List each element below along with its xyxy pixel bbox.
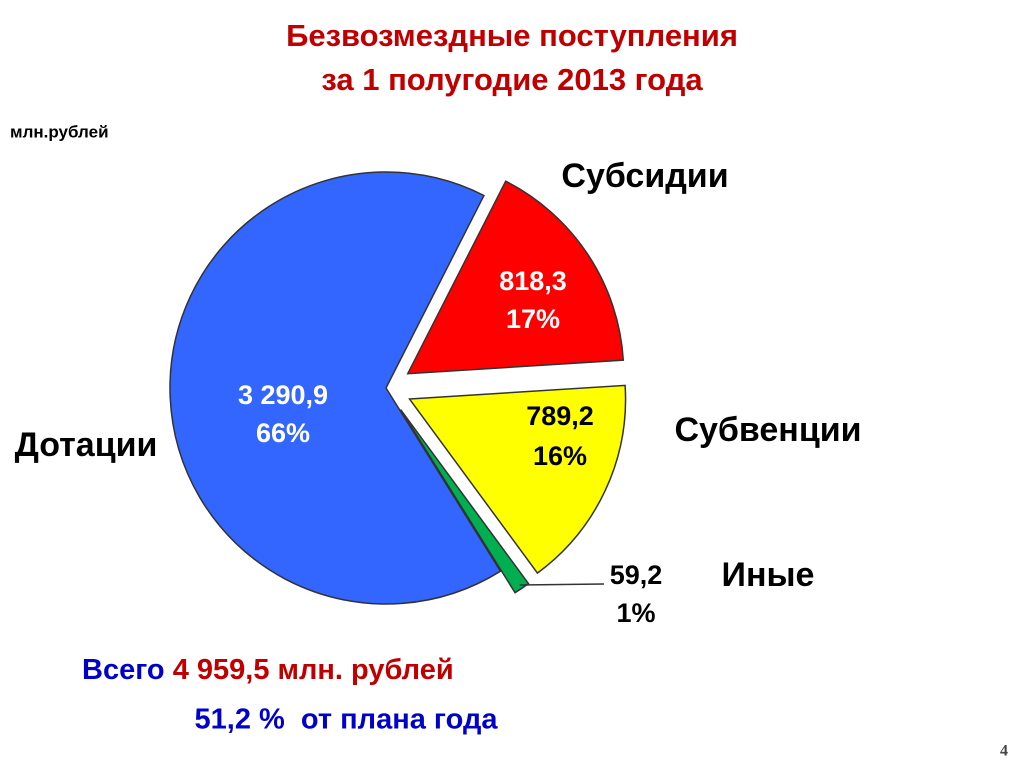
pie-slice: [399, 409, 530, 594]
percent-label: 1%: [616, 598, 655, 628]
pie-slice: [408, 384, 627, 575]
value-label: 818,3: [499, 266, 567, 296]
leader-line: [519, 583, 605, 586]
footer-prefix: Всего: [82, 654, 165, 686]
title-line: за 1 полугодие 2013 года: [321, 62, 703, 97]
category-label: Субвенции: [674, 411, 861, 449]
pie-slice: [406, 180, 625, 375]
footer-plan: 51,2 % от плана года: [195, 704, 499, 736]
percent-label: 16%: [533, 441, 587, 471]
percent-label: 17%: [506, 304, 560, 334]
value-label: 789,2: [526, 401, 594, 431]
category-label: Субсидии: [561, 157, 728, 195]
pie-slice: [169, 171, 502, 605]
title-line: Безвозмездные поступления: [286, 18, 738, 53]
footer-amount: 4 959,5 млн. рублей: [173, 654, 454, 686]
footer-total: Всего 4 959,5 млн. рублей: [82, 654, 454, 686]
page-number: 4: [1000, 743, 1008, 760]
category-label: Дотации: [15, 426, 158, 464]
percent-label: 66%: [256, 418, 310, 448]
unit-label: млн.рублей: [10, 122, 109, 141]
value-label: 3 290,9: [238, 380, 328, 410]
value-label: 59,2: [610, 560, 663, 590]
category-label: Иные: [722, 556, 815, 594]
